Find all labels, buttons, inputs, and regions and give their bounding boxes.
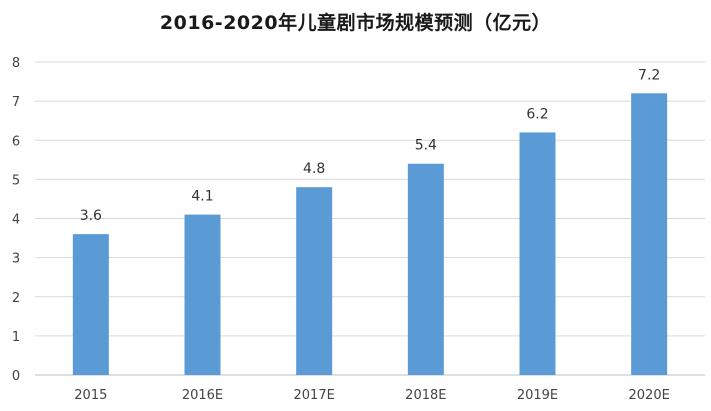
- data-label: 7.2: [638, 67, 660, 83]
- y-tick-label: 4: [12, 213, 20, 228]
- y-tick-label: 6: [12, 134, 20, 149]
- data-label: 4.1: [191, 189, 213, 205]
- bar: [631, 93, 668, 376]
- y-axis-ticks: 0 1 2 3 4 5 6 7 8: [12, 56, 20, 384]
- bars: [72, 93, 668, 376]
- y-tick-label: 0: [12, 369, 20, 384]
- y-tick-label: 5: [12, 173, 20, 188]
- x-tick-label: 2020E: [629, 388, 670, 403]
- bar: [519, 132, 556, 375]
- y-tick-label: 3: [12, 252, 20, 267]
- y-tick-label: 1: [12, 330, 20, 345]
- bar: [296, 187, 333, 375]
- gridlines: [35, 61, 705, 376]
- y-tick-label: 2: [12, 291, 20, 306]
- bar: [72, 234, 109, 375]
- data-label: 4.8: [303, 161, 325, 177]
- x-tick-label: 2019E: [517, 388, 558, 403]
- data-label: 3.6: [80, 208, 102, 224]
- x-tick-label: 2018E: [405, 388, 446, 403]
- x-axis-ticks: 2015 2016E 2017E 2018E 2019E 2020E: [74, 388, 670, 403]
- bar: [407, 163, 444, 375]
- data-label: 6.2: [526, 106, 548, 122]
- y-tick-label: 7: [12, 95, 20, 110]
- x-tick-label: 2017E: [294, 388, 335, 403]
- x-tick-label: 2016E: [182, 388, 223, 403]
- y-tick-label: 8: [12, 56, 20, 71]
- data-label: 5.4: [415, 138, 437, 154]
- chart-title: 2016-2020年儿童剧市场规模预测（亿元）: [159, 12, 552, 34]
- data-labels: 3.6 4.1 4.8 5.4 6.2 7.2: [80, 67, 661, 224]
- x-tick-label: 2015: [74, 388, 107, 403]
- bar: [184, 214, 221, 375]
